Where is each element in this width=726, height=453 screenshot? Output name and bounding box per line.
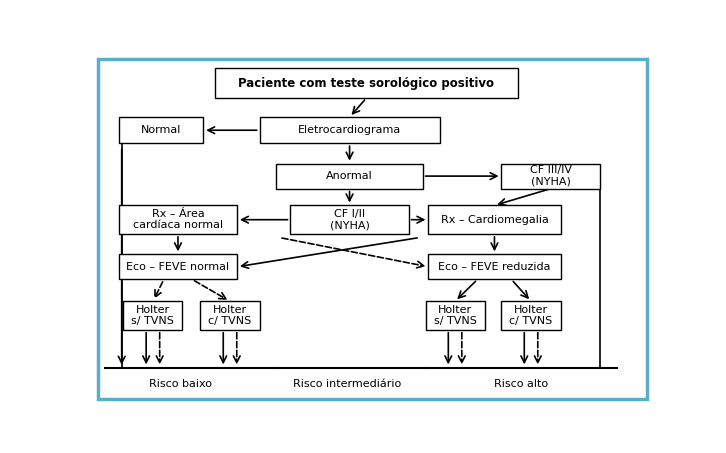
Text: Anormal: Anormal: [326, 171, 373, 181]
Text: Holter
s/ TVNS: Holter s/ TVNS: [131, 305, 174, 327]
Text: Rx – Área
cardíaca normal: Rx – Área cardíaca normal: [133, 209, 223, 231]
Text: Paciente com teste sorológico positivo: Paciente com teste sorológico positivo: [238, 77, 494, 90]
FancyBboxPatch shape: [259, 117, 439, 143]
FancyBboxPatch shape: [97, 58, 647, 399]
FancyBboxPatch shape: [502, 164, 600, 188]
Text: Rx – Cardiomegalia: Rx – Cardiomegalia: [441, 215, 548, 225]
FancyBboxPatch shape: [290, 205, 409, 234]
Text: Eco – FEVE normal: Eco – FEVE normal: [126, 262, 229, 272]
Text: Eletrocardiograma: Eletrocardiograma: [298, 125, 401, 135]
Text: Normal: Normal: [141, 125, 182, 135]
FancyBboxPatch shape: [119, 254, 237, 280]
FancyBboxPatch shape: [428, 254, 560, 280]
Text: Eco – FEVE reduzida: Eco – FEVE reduzida: [439, 262, 551, 272]
Text: Holter
c/ TVNS: Holter c/ TVNS: [510, 305, 552, 327]
FancyBboxPatch shape: [119, 205, 237, 234]
Text: Holter
s/ TVNS: Holter s/ TVNS: [433, 305, 476, 327]
FancyBboxPatch shape: [425, 301, 485, 330]
Text: Risco intermediário: Risco intermediário: [293, 379, 401, 389]
Text: Risco alto: Risco alto: [494, 379, 548, 389]
FancyBboxPatch shape: [502, 301, 560, 330]
FancyBboxPatch shape: [215, 68, 518, 98]
FancyBboxPatch shape: [428, 205, 560, 234]
Text: Holter
c/ TVNS: Holter c/ TVNS: [208, 305, 252, 327]
Text: CF I/II
(NYHA): CF I/II (NYHA): [330, 209, 370, 231]
Text: Risco baixo: Risco baixo: [150, 379, 212, 389]
FancyBboxPatch shape: [119, 117, 203, 143]
FancyBboxPatch shape: [123, 301, 182, 330]
FancyBboxPatch shape: [200, 301, 259, 330]
Text: CF III/IV
(NYHA): CF III/IV (NYHA): [530, 165, 571, 187]
FancyBboxPatch shape: [277, 164, 423, 188]
